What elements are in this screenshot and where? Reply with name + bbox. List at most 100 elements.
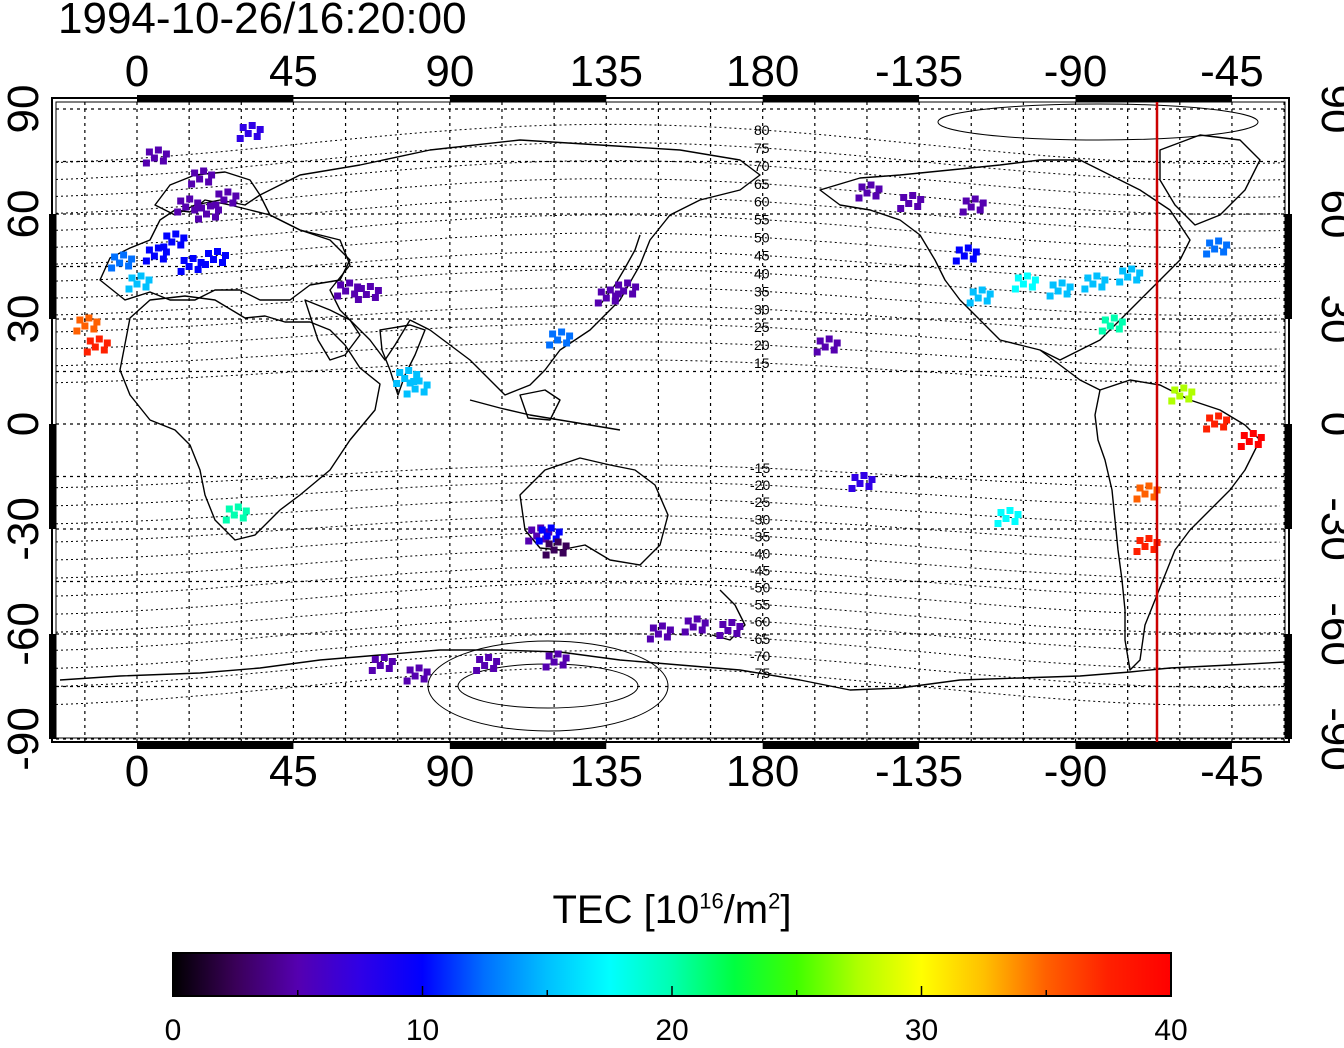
- contour-label: -25: [750, 494, 770, 510]
- tec-station-marker: [128, 255, 136, 263]
- tec-station-marker: [137, 272, 145, 280]
- tec-station-marker: [162, 150, 170, 158]
- contour-label: 80: [754, 122, 770, 138]
- tec-station-marker: [374, 287, 382, 294]
- timestamp-title: 1994-10-26/16:20:00: [58, 0, 467, 43]
- tec-station-marker: [550, 546, 558, 554]
- lat-label: 60: [0, 190, 48, 239]
- tec-station-marker: [719, 621, 727, 628]
- tec-station-marker: [914, 203, 922, 210]
- tec-station-marker: [1101, 316, 1109, 324]
- lat-label: 90: [0, 85, 48, 134]
- tec-station-marker: [1254, 441, 1262, 448]
- tec-station-marker: [1054, 287, 1062, 295]
- tec-station-marker: [1237, 443, 1245, 450]
- tec-station-marker: [545, 652, 553, 660]
- tec-station-marker: [1223, 241, 1231, 249]
- tec-station-marker: [1115, 325, 1123, 333]
- tec-station-marker: [145, 246, 153, 254]
- tec-station-marker: [1014, 274, 1022, 282]
- tec-station-marker: [1145, 535, 1153, 542]
- contour-label: -60: [750, 614, 770, 630]
- lon-label: 90: [425, 747, 474, 796]
- tec-station-marker: [215, 206, 222, 214]
- tec-station-marker: [545, 540, 553, 548]
- lat-label: -30: [1312, 497, 1344, 561]
- tec-station-marker: [410, 378, 418, 385]
- tec-station-marker: [224, 188, 232, 196]
- tec-station-marker: [1171, 386, 1179, 394]
- coast-asia: [259, 139, 761, 396]
- tec-station-marker: [168, 238, 176, 246]
- tec-station-marker: [1028, 283, 1036, 291]
- tec-station-marker: [253, 133, 261, 140]
- tec-station-marker: [821, 343, 829, 351]
- tec-station-marker: [420, 675, 428, 683]
- tec-station-marker: [1019, 280, 1027, 288]
- tec-station-marker: [964, 244, 972, 252]
- tec-station-marker: [1133, 548, 1141, 555]
- tec-station-marker: [555, 528, 563, 536]
- tec-station-marker: [632, 283, 640, 291]
- tec-station-marker: [194, 266, 202, 273]
- tec-station-marker: [180, 257, 188, 264]
- tec-station-marker: [545, 528, 553, 536]
- geomagnetic-contours: [55, 103, 1281, 732]
- contour-label: 70: [754, 158, 770, 174]
- tec-station-marker: [1106, 322, 1114, 330]
- tec-station-marker: [1215, 237, 1223, 245]
- tec-station-marker: [1223, 416, 1231, 424]
- tec-station-marker: [196, 175, 204, 183]
- tec-station-marker: [150, 154, 158, 162]
- tec-station-marker: [1058, 279, 1066, 287]
- tec-station-marker: [1150, 546, 1158, 553]
- tec-station-marker: [191, 169, 199, 177]
- tec-station-marker: [701, 619, 709, 627]
- tec-station-marker: [244, 130, 252, 137]
- axis-bar-left: [49, 424, 56, 529]
- axis-tick-bars: [49, 95, 1292, 749]
- tec-station-marker: [220, 196, 228, 204]
- tec-station-marker: [868, 476, 876, 483]
- contour-line: [55, 498, 1281, 525]
- tec-station-marker: [86, 337, 94, 345]
- contour-label: -35: [750, 528, 770, 544]
- axis-bar-bottom: [1075, 742, 1232, 749]
- tec-station-marker: [403, 677, 411, 685]
- tec-station-marker: [654, 630, 662, 638]
- contour-label: 75: [754, 140, 770, 156]
- tec-station-marker: [646, 635, 654, 643]
- tec-station-marker: [239, 514, 247, 522]
- tec-station-marker: [194, 199, 202, 207]
- contour-label: 60: [754, 194, 770, 210]
- tec-station-marker: [1220, 248, 1228, 256]
- tec-station-marker: [413, 371, 421, 378]
- lon-label: -45: [1200, 747, 1264, 796]
- tec-station-marker: [1136, 269, 1144, 277]
- contour-line: [55, 268, 1281, 300]
- coast-newzealand: [711, 589, 746, 641]
- lon-label: 135: [570, 747, 643, 796]
- tec-station-marker: [558, 328, 566, 336]
- tec-station-marker: [542, 663, 550, 671]
- contour-label: -70: [750, 648, 770, 664]
- tec-station-marker: [978, 286, 986, 294]
- tec-station-marker: [423, 381, 431, 389]
- tec-station-marker: [1185, 395, 1193, 403]
- tec-station-marker: [1089, 280, 1097, 288]
- tec-station-marker: [693, 615, 701, 623]
- tec-station-marker: [142, 283, 150, 291]
- contour-line: [55, 232, 1281, 266]
- tec-station-marker: [1203, 250, 1211, 258]
- tec-station-marker: [177, 241, 185, 249]
- tec-station-marker: [485, 654, 493, 661]
- contour-label: -20: [750, 477, 770, 493]
- contour-line: [55, 250, 1281, 283]
- tec-station-marker: [222, 252, 229, 259]
- tec-station-marker: [1093, 272, 1101, 280]
- tec-station-marker: [403, 390, 411, 398]
- tec-station-marker: [979, 199, 987, 207]
- tec-station-marker: [966, 299, 974, 307]
- tec-station-marker: [411, 385, 419, 393]
- tec-station-marker: [1110, 314, 1118, 322]
